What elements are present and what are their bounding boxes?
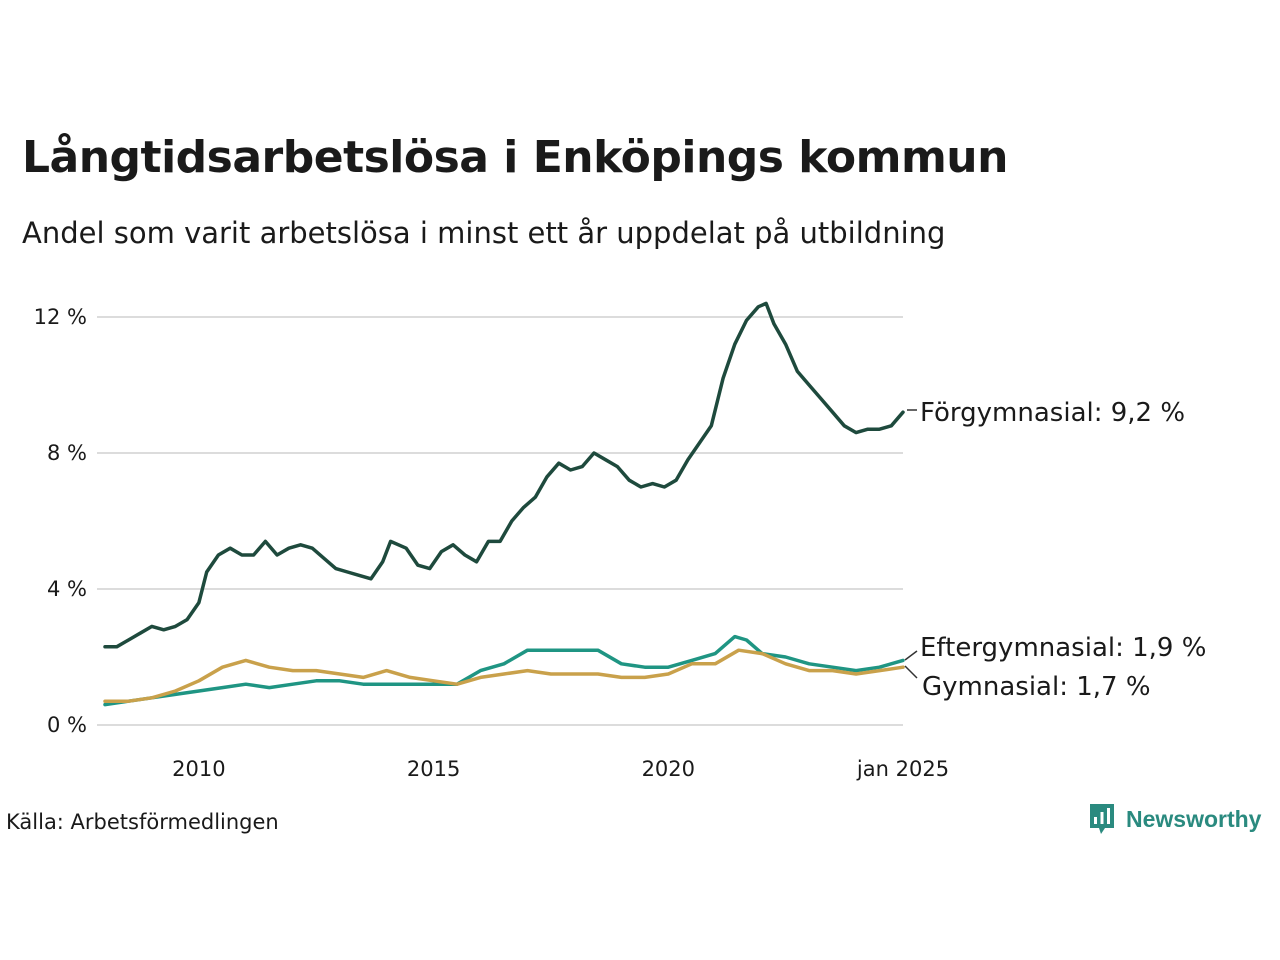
end-label-eftergymnasial: Eftergymnasial: 1,9 % xyxy=(920,633,1206,663)
chart-subtitle: Andel som varit arbetslösa i minst ett å… xyxy=(22,216,946,250)
brand-name: Newsworthy xyxy=(1126,805,1262,832)
grid-lines xyxy=(97,316,903,726)
y-tick-label: 8 % xyxy=(47,441,87,465)
chart-title: Långtidsarbetslösa i Enköpings kommun xyxy=(22,132,1008,183)
y-tick-label: 4 % xyxy=(47,577,87,601)
series-line-gymnasial xyxy=(103,648,905,703)
end-label-leader xyxy=(904,665,918,679)
x-tick-label: jan 2025 xyxy=(856,757,949,781)
brand-logo: Newsworthy xyxy=(1088,802,1261,836)
x-tick-label: 2010 xyxy=(172,757,225,781)
end-label-leader xyxy=(904,650,918,661)
y-axis-tick-labels: 0 % 4 % 8 % 12 % xyxy=(34,305,87,737)
series-line-förgymnasial xyxy=(103,301,905,649)
y-tick-label: 0 % xyxy=(47,713,87,737)
series-end-labels: Förgymnasial: 9,2 % Eftergymnasial: 1,9 %… xyxy=(904,398,1206,702)
y-tick-label: 12 % xyxy=(34,305,87,329)
x-axis-tick-labels: 2010 2015 2020 jan 2025 xyxy=(172,757,949,781)
series-lines xyxy=(103,301,905,707)
source-note: Källa: Arbetsförmedlingen xyxy=(6,810,279,834)
newsworthy-logo-icon xyxy=(1090,804,1114,834)
x-tick-label: 2015 xyxy=(407,757,460,781)
end-label-förgymnasial: Förgymnasial: 9,2 % xyxy=(920,398,1185,428)
series-line-eftergymnasial xyxy=(103,634,905,707)
end-label-gymnasial: Gymnasial: 1,7 % xyxy=(922,672,1151,702)
x-tick-label: 2020 xyxy=(642,757,695,781)
